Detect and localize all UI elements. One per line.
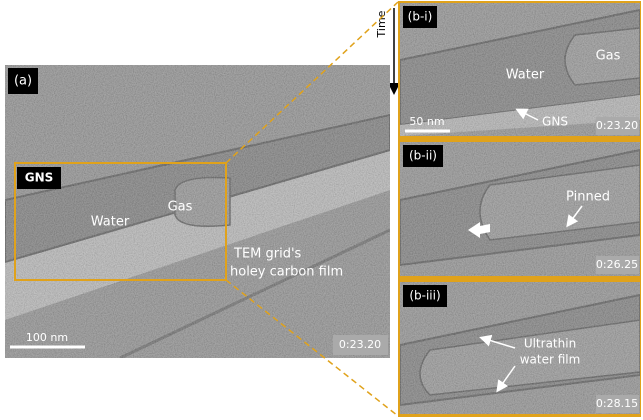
panel-label: (b-ii) [409,149,437,163]
panel-label: (b-i) [408,10,433,24]
annotation: holey carbon film [230,265,343,280]
panel-label: (a) [14,74,32,89]
annotation: TEM grid's [233,247,302,262]
time-label: Time [375,10,388,38]
gas-label: Gas [596,49,621,64]
timestamp: 0:23.20 [596,119,638,132]
pinned-label: Pinned [566,190,610,205]
gns-label: GNS [25,171,54,185]
water-label: Water [91,215,130,230]
water-label: Water [506,68,545,83]
figure: Time (a) GNS Water Gas TEM grid's holey … [0,0,643,420]
panel-label: (b-iii) [409,289,440,303]
annotation: Ultrathin [524,337,576,351]
gns-label: GNS [542,115,568,129]
annotation: water film [520,353,581,367]
scale-label: 50 nm [409,115,444,128]
panel-a-image [5,65,390,358]
scale-label: 100 nm [26,331,68,344]
timestamp: 0:28.15 [596,397,638,410]
gas-label: Gas [168,200,193,215]
timestamp: 0:23.20 [339,338,381,351]
timestamp: 0:26.25 [596,258,638,271]
